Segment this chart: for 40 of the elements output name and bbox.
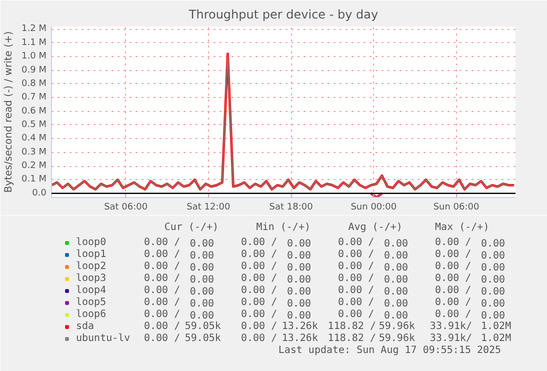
y-tick-label: 0.3 M bbox=[22, 147, 47, 158]
y-tick-label: 0.0 bbox=[32, 188, 47, 198]
y-tick-label: 0.8 M bbox=[22, 78, 47, 89]
y-tick-label: 0.9 M bbox=[22, 65, 47, 76]
x-tick-label: Sun 00:00 bbox=[350, 202, 397, 212]
legend-label: loop0 bbox=[76, 237, 106, 248]
legend-label: loop3 bbox=[76, 273, 106, 284]
x-tick-label: Sat 12:00 bbox=[186, 202, 231, 212]
legend-label: loop5 bbox=[76, 297, 106, 308]
text: 0.00 / 0.00 0.00 / 0.00 0.00 / 0.00 0.00 / 0.00 bbox=[144, 237, 506, 250]
text: 0.00 / 0.00 0.00 / 0.00 0.00 / 0.00 0.00 / 0.00 bbox=[144, 273, 506, 286]
text: 0.00 / 0.00 0.00 / 0.00 0.00 / 0.00 0.00 / 0.00 bbox=[144, 297, 506, 310]
y-axis-title: Bytes/second read (-) / write (+) bbox=[4, 31, 15, 193]
y-tick-label: 1.1 M bbox=[22, 38, 47, 48]
text: 0.00 / 0.00 0.00 / 0.00 0.00 / 0.00 0.00 / 0.00 bbox=[144, 309, 506, 322]
text: 0.00 / 0.00 0.00 / 0.00 0.00 / 0.00 0.00 / 0.00 bbox=[144, 261, 506, 274]
text: 0.00 / 59.05k 0.00 / 13.26k 118.82 / 59.96k 33.91k/ 1.02M bbox=[144, 333, 512, 344]
y-tick-label: 0.5 M bbox=[22, 120, 47, 130]
legend-label: loop1 bbox=[76, 249, 106, 260]
legend-label: ubuntu-lv bbox=[76, 333, 130, 344]
y-tick-label: 1.0 M bbox=[22, 52, 47, 62]
x-tick-label: Sat 18:00 bbox=[269, 202, 314, 212]
text: Cur (-/+) Min (-/+) Avg (-/+) Max (-/+) bbox=[164, 222, 490, 233]
legend-label: sda bbox=[76, 321, 96, 332]
legend-label: loop6 bbox=[76, 309, 106, 320]
y-tick-label: 1.2 M bbox=[22, 24, 47, 34]
text: 0.00 / 0.00 0.00 / 0.00 0.00 / 0.00 0.00 / 0.00 bbox=[144, 249, 506, 262]
text: 0.00 / 59.05k 0.00 / 13.26k 118.82 / 59.96k 33.91k/ 1.02M bbox=[144, 321, 512, 332]
y-tick-label: 0.2 M bbox=[22, 161, 47, 172]
y-tick-label: 0.7 M bbox=[22, 92, 47, 103]
x-tick-label: Sun 06:00 bbox=[433, 202, 480, 212]
y-tick-label: 0.1 M bbox=[22, 174, 47, 185]
y-tick-label: 0.6 M bbox=[22, 106, 47, 116]
y-tick-label: 0.4 M bbox=[22, 134, 47, 144]
legend-label: loop4 bbox=[76, 285, 106, 296]
chart-title: Throughput per device - by day bbox=[188, 8, 378, 22]
text: Last update: Sun Aug 17 09:55:15 2025 bbox=[278, 345, 502, 356]
text: 0.00 / 0.00 0.00 / 0.00 0.00 / 0.00 0.00 / 0.00 bbox=[144, 285, 506, 298]
legend-label: loop2 bbox=[76, 261, 106, 272]
x-tick-label: Sat 06:00 bbox=[104, 202, 148, 212]
